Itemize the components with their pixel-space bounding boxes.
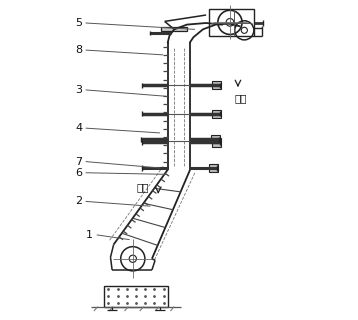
Text: 3: 3 bbox=[75, 85, 82, 95]
Text: 入料: 入料 bbox=[136, 182, 149, 192]
Bar bbox=[104, 286, 168, 307]
Text: 出料: 出料 bbox=[235, 93, 247, 103]
Bar bbox=[211, 135, 220, 143]
Bar bbox=[212, 138, 221, 147]
Text: 5: 5 bbox=[75, 18, 82, 28]
Text: 7: 7 bbox=[75, 156, 82, 167]
Text: 4: 4 bbox=[75, 123, 82, 133]
Bar bbox=[212, 110, 221, 118]
Text: 2: 2 bbox=[75, 196, 82, 206]
Bar bbox=[212, 81, 221, 89]
Bar bbox=[209, 9, 254, 36]
Text: 8: 8 bbox=[75, 45, 82, 55]
Bar bbox=[209, 164, 218, 172]
Bar bbox=[161, 27, 187, 31]
Text: 6: 6 bbox=[75, 168, 82, 178]
Text: 1: 1 bbox=[86, 230, 93, 240]
